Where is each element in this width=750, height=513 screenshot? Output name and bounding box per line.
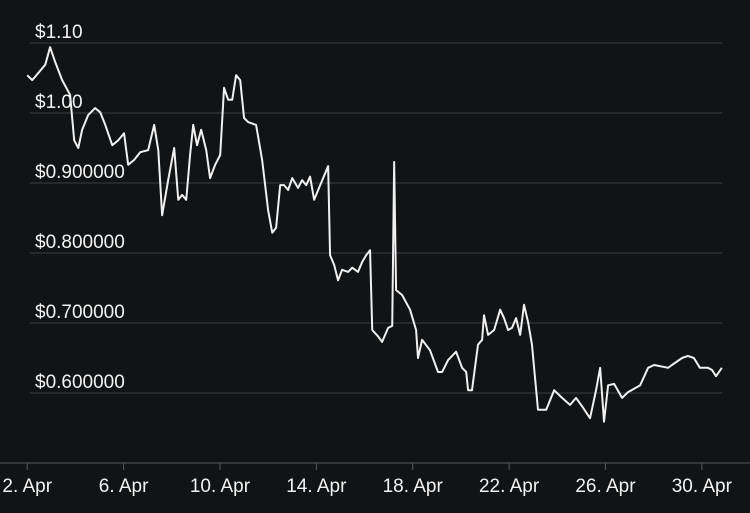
y-tick-label: $1.10 (35, 22, 83, 43)
y-tick-label: $0.700000 (35, 302, 125, 323)
x-tick-label: 26. Apr (575, 476, 636, 497)
y-tick-label: $0.600000 (35, 372, 125, 393)
y-tick-label: $1.00 (35, 92, 83, 113)
x-tick-label: 30. Apr (672, 476, 733, 497)
x-tick-label: 18. Apr (383, 476, 444, 497)
x-tick-label: 6. Apr (99, 476, 149, 497)
y-tick-label: $0.900000 (35, 162, 125, 183)
x-tick-label: 10. Apr (190, 476, 251, 497)
x-tick-label: 2. Apr (2, 476, 52, 497)
x-tick-label: 22. Apr (479, 476, 540, 497)
x-tick-label: 14. Apr (286, 476, 347, 497)
price-line (26, 46, 723, 423)
y-tick-label: $0.800000 (35, 232, 125, 253)
